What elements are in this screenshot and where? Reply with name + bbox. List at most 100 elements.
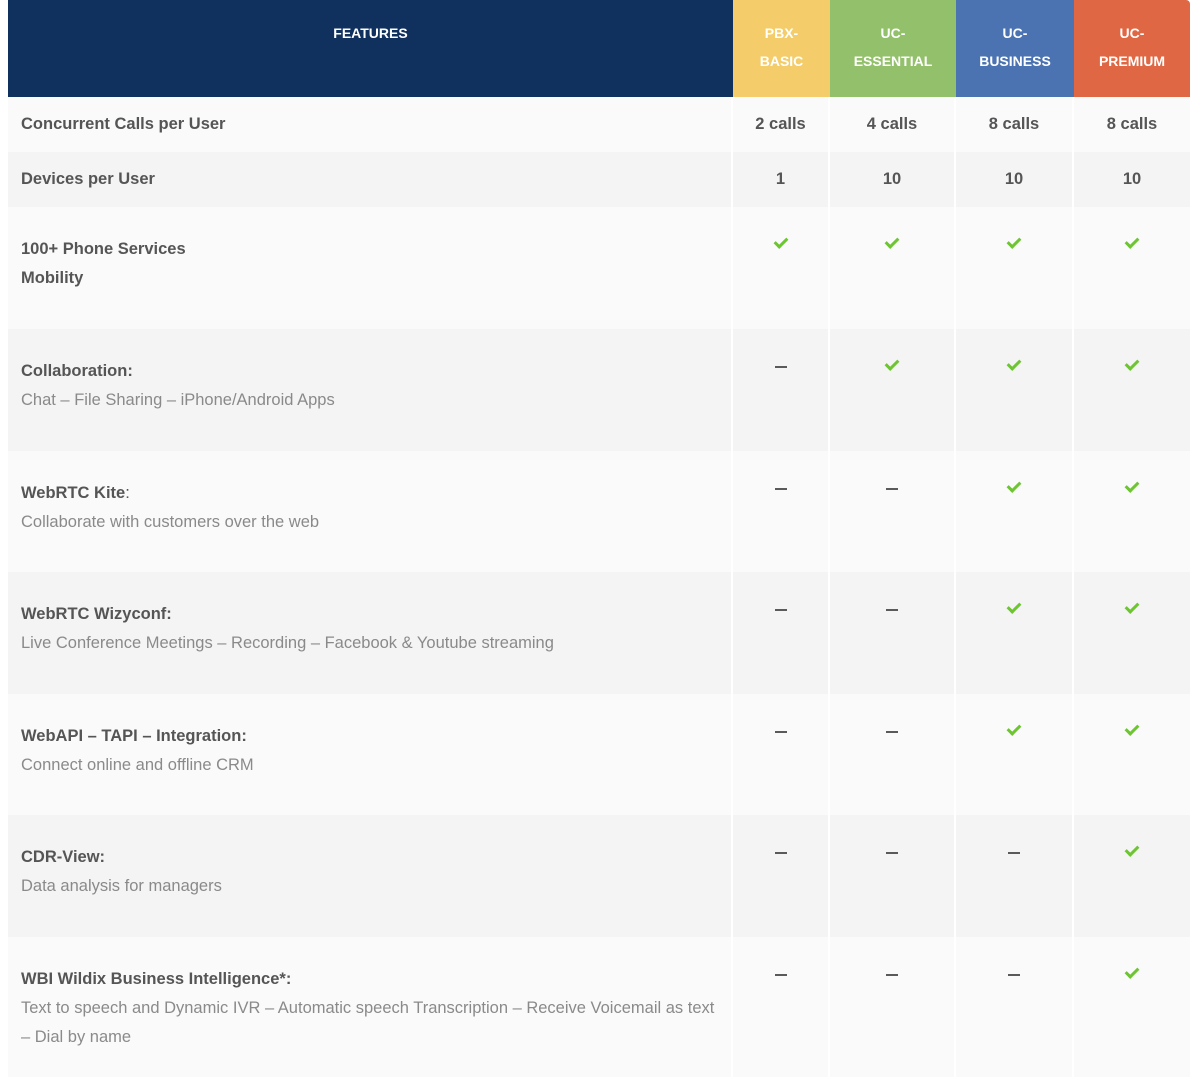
mark-uc-essential: [830, 207, 956, 329]
checkmark-icon: [1005, 724, 1023, 738]
mark-pbx-basic: [733, 936, 830, 1077]
feature-title: CDR-View:: [21, 848, 106, 866]
checkmark-icon: [1123, 359, 1141, 373]
table-row: Collaboration: Chat – File Sharing – iPh…: [8, 329, 1190, 451]
feature-description: WebRTC Wizyconf: Live Conference Meeting…: [8, 572, 733, 694]
feature-title: WebAPI – TAPI – Integration:: [21, 726, 247, 745]
plan-header-uc-premium: UC- PREMIUM: [1074, 0, 1190, 97]
mark-pbx-basic: [733, 815, 830, 937]
dash-icon: [772, 724, 790, 738]
mark-uc-premium: [1074, 936, 1190, 1077]
value-pbx-basic: 2 calls: [733, 97, 830, 152]
checkmark-icon: [1123, 967, 1141, 981]
checkmark-icon: [1005, 237, 1023, 251]
feature-title: WebRTC Wizyconf:: [21, 605, 172, 623]
features-header-label: FEATURES: [333, 25, 408, 41]
feature-name: Devices per User: [8, 152, 733, 207]
plan-header-uc-business: UC- BUSINESS: [956, 0, 1074, 97]
mark-uc-business: [956, 329, 1074, 451]
table-row: CDR-View: Data analysis for managers: [8, 815, 1190, 937]
mark-uc-premium: [1074, 450, 1190, 572]
mark-uc-business: [956, 207, 1074, 329]
dash-icon: [772, 602, 790, 616]
mark-pbx-basic: [733, 572, 830, 694]
feature-title-suffix: :: [125, 483, 130, 502]
plan-header-line2: BASIC: [759, 53, 804, 69]
table-row: WebRTC Wizyconf: Live Conference Meeting…: [8, 572, 1190, 694]
table-header: FEATURES PBX- BASIC UC- ESSENTIAL UC- BU…: [8, 0, 1190, 97]
dash-icon: [883, 967, 901, 981]
mark-uc-business: [956, 693, 1074, 815]
mark-uc-business: [956, 572, 1074, 694]
checkmark-icon: [883, 359, 901, 373]
checkmark-icon: [1123, 481, 1141, 495]
plan-header-pbx-basic: PBX- BASIC: [733, 0, 830, 97]
feature-subtitle: Connect online and offline CRM: [21, 755, 254, 774]
checkmark-icon: [883, 237, 901, 251]
table-row: WebAPI – TAPI – Integration: Connect onl…: [8, 693, 1190, 815]
mark-uc-business: [956, 936, 1074, 1077]
checkmark-icon: [1123, 602, 1141, 616]
dash-icon: [772, 481, 790, 495]
mark-uc-essential: [830, 815, 956, 937]
dash-icon: [883, 845, 901, 859]
feature-description: 100+ Phone Services Mobility: [8, 207, 733, 329]
dash-icon: [772, 359, 790, 373]
mark-uc-premium: [1074, 572, 1190, 694]
dash-icon: [883, 602, 901, 616]
feature-title-secondary: Mobility: [21, 269, 84, 287]
dash-icon: [772, 845, 790, 859]
feature-title: WBI Wildix Business Intelligence*:: [21, 969, 292, 988]
feature-subtitle: Collaborate with customers over the web: [21, 512, 320, 531]
value-uc-business: 8 calls: [956, 97, 1074, 152]
mark-pbx-basic: [733, 329, 830, 451]
dash-icon: [1005, 845, 1023, 859]
mark-pbx-basic: [733, 693, 830, 815]
mark-uc-essential: [830, 572, 956, 694]
checkmark-icon: [1005, 602, 1023, 616]
table-row: WBI Wildix Business Intelligence*: Text …: [8, 936, 1190, 1077]
checkmark-icon: [1123, 724, 1141, 738]
feature-subtitle: Text to speech and Dynamic IVR – Automat…: [21, 998, 715, 1046]
checkmark-icon: [1005, 481, 1023, 495]
feature-subtitle: Chat – File Sharing – iPhone/Android App…: [21, 391, 335, 409]
mark-pbx-basic: [733, 207, 830, 329]
checkmark-icon: [1123, 845, 1141, 859]
feature-title: Collaboration:: [21, 362, 133, 380]
plan-header-line1: UC-: [880, 25, 906, 41]
feature-description: Collaboration: Chat – File Sharing – iPh…: [8, 329, 733, 451]
plan-header-line1: UC-: [1119, 25, 1145, 41]
mark-uc-premium: [1074, 207, 1190, 329]
dash-icon: [1005, 967, 1023, 981]
mark-uc-premium: [1074, 329, 1190, 451]
table-row: Devices per User 1 10 10 10: [8, 152, 1190, 207]
dash-icon: [883, 481, 901, 495]
feature-title: 100+ Phone Services: [21, 240, 186, 258]
mark-uc-premium: [1074, 693, 1190, 815]
value-uc-premium: 8 calls: [1074, 97, 1190, 152]
dash-icon: [883, 724, 901, 738]
feature-description: WBI Wildix Business Intelligence*: Text …: [8, 936, 733, 1077]
checkmark-icon: [1005, 359, 1023, 373]
pricing-comparison-table: FEATURES PBX- BASIC UC- ESSENTIAL UC- BU…: [8, 0, 1190, 1077]
value-uc-business: 10: [956, 152, 1074, 207]
mark-uc-essential: [830, 693, 956, 815]
value-uc-essential: 10: [830, 152, 956, 207]
table-row: Concurrent Calls per User 2 calls 4 call…: [8, 97, 1190, 152]
value-uc-essential: 4 calls: [830, 97, 956, 152]
mark-uc-business: [956, 815, 1074, 937]
mark-uc-essential: [830, 450, 956, 572]
feature-title-text: WebRTC Kite: [21, 483, 126, 502]
features-column-header: FEATURES: [8, 0, 733, 97]
plan-header-line1: PBX-: [764, 25, 799, 41]
plan-header-line1: UC-: [1002, 25, 1028, 41]
feature-description: CDR-View: Data analysis for managers: [8, 815, 733, 937]
checkmark-icon: [1123, 237, 1141, 251]
feature-title: WebRTC Kite:: [21, 479, 731, 508]
mark-uc-essential: [830, 329, 956, 451]
feature-description: WebRTC Kite: Collaborate with customers …: [8, 450, 733, 572]
table-row: 100+ Phone Services Mobility: [8, 207, 1190, 329]
value-pbx-basic: 1: [733, 152, 830, 207]
plan-header-line2: BUSINESS: [979, 53, 1051, 69]
plan-header-line2: ESSENTIAL: [853, 53, 933, 69]
